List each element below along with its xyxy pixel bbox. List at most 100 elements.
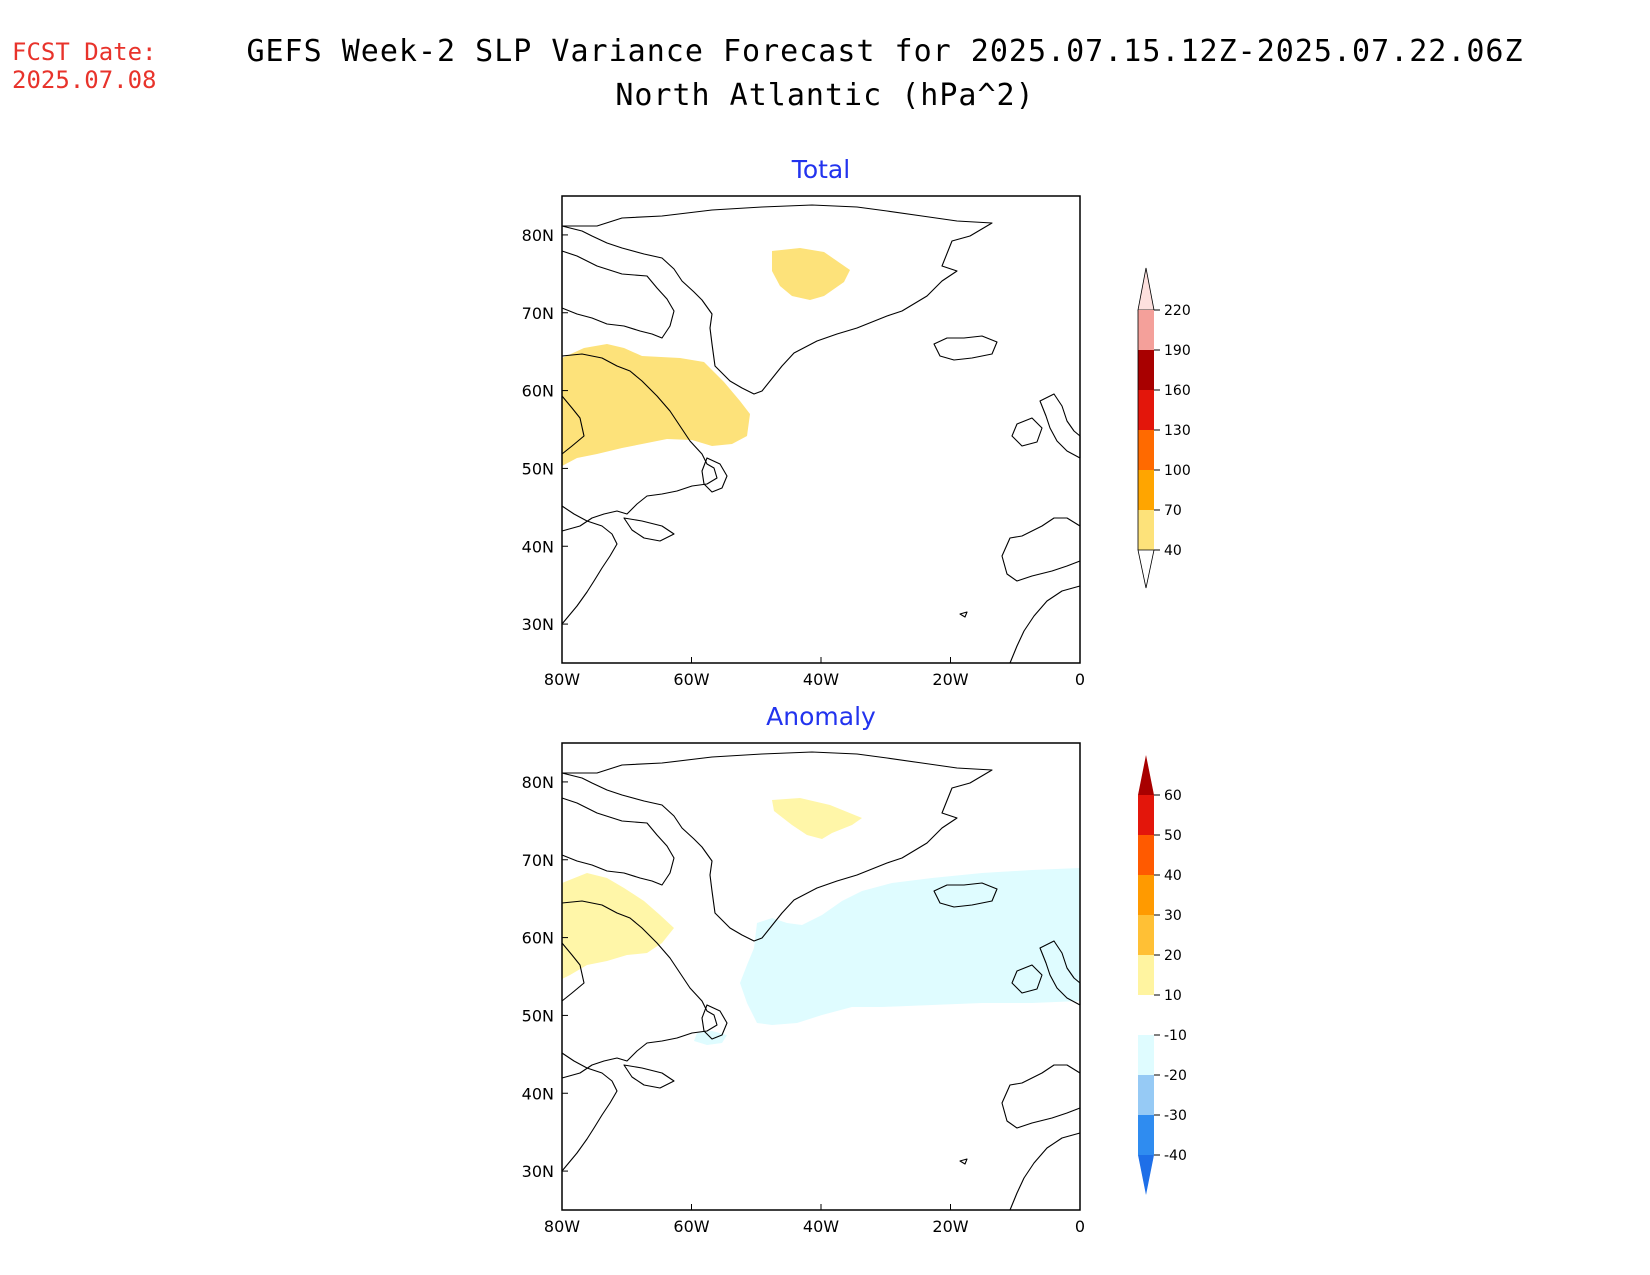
hudson-coast: [561, 942, 585, 1002]
colorbar-segment: [1138, 1035, 1154, 1075]
lat-tick-label: 80N: [522, 226, 554, 245]
baffin-coast: [561, 797, 675, 886]
colorbar-top-arrow: [1138, 755, 1154, 795]
colorbar: 40 70 100 130 160 190 220: [1137, 267, 1191, 589]
lat-tick-label: 30N: [522, 615, 554, 634]
colorbar-label: 130: [1164, 423, 1191, 439]
us-east-coast: [561, 1052, 618, 1172]
britain-coast: [1039, 393, 1081, 459]
colorbar-segment: [1138, 875, 1154, 915]
newfoundland-coast: [701, 457, 728, 493]
baffin-coast: [561, 250, 675, 339]
colorbar-segment: [1138, 915, 1154, 955]
lon-tick-label: 60W: [673, 670, 709, 689]
lat-tick-label: 70N: [522, 304, 554, 323]
labrador-quebec-shade: [562, 873, 674, 979]
colorbar-segment: [1138, 470, 1154, 510]
colorbar-label: 50: [1164, 828, 1182, 844]
newfoundland-coast: [701, 1004, 728, 1040]
lon-tick-label: 20W: [932, 1217, 968, 1236]
hudson-coast: [561, 395, 585, 455]
lon-tick-label: 40W: [803, 670, 839, 689]
colorbar-label: -10: [1164, 1028, 1187, 1044]
colorbar-segment: [1138, 955, 1154, 995]
forecast-date-label: FCST Date:: [12, 38, 157, 66]
lat-tick-label: 40N: [522, 1084, 554, 1103]
nova-scotia-coast: [623, 1064, 675, 1089]
colorbar-label: -40: [1164, 1148, 1187, 1164]
iceland-coast: [933, 335, 998, 361]
colorbar-segment: [1138, 390, 1154, 430]
labrador-coast: [561, 353, 718, 532]
lat-tick-label: 50N: [522, 1006, 554, 1025]
panel-title: Total: [791, 155, 850, 184]
forecast-date-block: FCST Date: 2025.07.08: [12, 38, 157, 94]
canary-coast: [959, 1158, 968, 1165]
colorbar-bottom-arrow: [1138, 1155, 1154, 1195]
colorbar-label: -30: [1164, 1108, 1187, 1124]
ireland-coast: [1011, 964, 1043, 994]
colorbar-segment: [1138, 350, 1154, 390]
colorbar-bottom-arrow: [1137, 549, 1155, 589]
anomaly-panel: Anomaly 80W 60W 40W 20W 0 80N 70N 60N 50N 40N 30N -4…: [522, 702, 1187, 1236]
greenland-coast: [561, 751, 993, 942]
north-atlantic-iceland-shade: [740, 868, 1080, 1025]
ireland-coast: [1011, 417, 1043, 447]
colorbar-segment: [1138, 995, 1154, 1035]
lat-tick-label: 70N: [522, 851, 554, 870]
colorbar-segment: [1138, 310, 1154, 350]
lat-tick-label: 60N: [522, 382, 554, 401]
labrador-coast: [561, 900, 718, 1079]
total-panel: Total 80W 60W 40W 20W 0 80N 70N 60N 50N 40N 30N 40 70…: [522, 155, 1191, 689]
colorbar-label: 40: [1164, 868, 1182, 884]
africa-coast: [1009, 1132, 1081, 1211]
colorbar-label: 160: [1164, 383, 1191, 399]
lat-tick-label: 40N: [522, 537, 554, 556]
labrador-quebec-shade: [562, 344, 750, 466]
colorbar: -40 -30 -20 -10 10 20 30 40 50 60: [1138, 755, 1187, 1195]
forecast-date-value: 2025.07.08: [12, 66, 157, 94]
colorbar-label: 190: [1164, 343, 1191, 359]
lon-tick-label: 60W: [673, 1217, 709, 1236]
chart-title: GEFS Week-2 SLP Variance Forecast for 20…: [0, 30, 1650, 118]
title-line-1: GEFS Week-2 SLP Variance Forecast for 20…: [246, 34, 1524, 69]
colorbar-label: 70: [1164, 503, 1182, 519]
colorbar-label: 100: [1164, 463, 1191, 479]
colorbar-label: 10: [1164, 988, 1182, 1004]
lon-tick-label: 20W: [932, 670, 968, 689]
title-line-2: North Atlantic (hPa^2): [615, 78, 1035, 113]
canary-coast: [959, 611, 968, 618]
colorbar-segment: [1138, 1075, 1154, 1115]
panel-title: Anomaly: [766, 702, 876, 731]
colorbar-segment: [1138, 795, 1154, 835]
colorbar-label: 30: [1164, 908, 1182, 924]
lat-tick-label: 60N: [522, 929, 554, 948]
nova-scotia-coast: [623, 517, 675, 542]
lon-tick-label: 40W: [803, 1217, 839, 1236]
lon-tick-label: 80W: [544, 670, 580, 689]
colorbar-segment: [1138, 510, 1154, 550]
lat-tick-label: 50N: [522, 459, 554, 478]
colorbar-segment: [1138, 430, 1154, 470]
colorbar-label: 40: [1164, 543, 1182, 559]
lat-tick-label: 30N: [522, 1162, 554, 1181]
colorbar-label: 20: [1164, 948, 1182, 964]
colorbar-label: 220: [1164, 303, 1191, 319]
us-east-coast: [561, 505, 618, 625]
lon-tick-label: 0: [1075, 670, 1085, 689]
africa-coast: [1009, 585, 1081, 664]
greenland-interior-shade: [772, 798, 862, 839]
colorbar-label: 60: [1164, 788, 1182, 804]
greenland-interior-shade: [772, 248, 850, 300]
iceland-coast: [933, 882, 998, 908]
greenland-coast: [561, 204, 993, 395]
iberia-coast: [1001, 1064, 1081, 1129]
lon-tick-label: 0: [1075, 1217, 1085, 1236]
lon-tick-label: 80W: [544, 1217, 580, 1236]
lat-tick-label: 80N: [522, 773, 554, 792]
colorbar-segment: [1138, 835, 1154, 875]
iberia-coast: [1001, 517, 1081, 582]
colorbar-label: -20: [1164, 1068, 1187, 1084]
colorbar-top-arrow: [1137, 267, 1155, 311]
